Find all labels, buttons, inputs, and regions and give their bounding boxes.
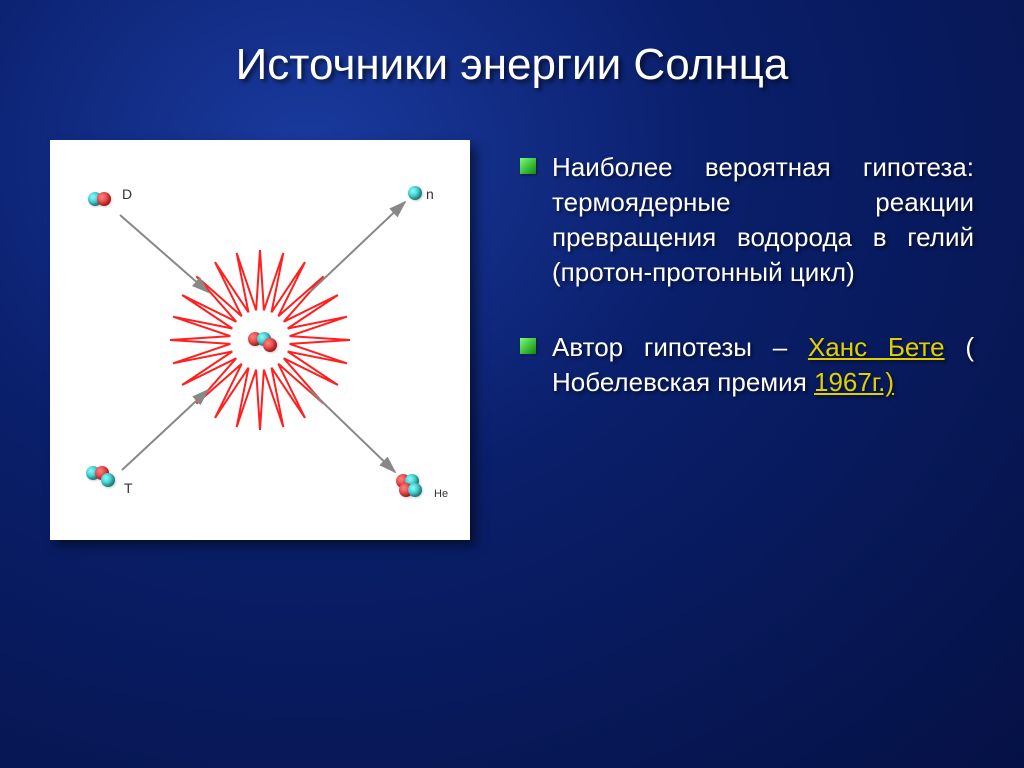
bullet-list: Наиболее вероятная гипотеза: термоядерны…: [520, 140, 974, 441]
bullet-2: Автор гипотезы – Ханс Бете ( Нобелевская…: [520, 330, 974, 400]
bullet-2-prefix: Автор гипотезы –: [552, 332, 808, 362]
bullet-marker-icon: [520, 338, 536, 354]
neutron-particle: [408, 186, 422, 200]
year-link[interactable]: 1967г.): [814, 367, 894, 397]
bullet-1: Наиболее вероятная гипотеза: термоядерны…: [520, 150, 974, 290]
slide-title: Источники энергии Солнца: [50, 40, 974, 90]
n-label: n: [426, 186, 434, 202]
content-row: D T n He Наиболее вероятная гипотеза: те…: [50, 140, 974, 540]
bullet-marker-icon: [520, 158, 536, 174]
author-link[interactable]: Ханс Бете: [808, 332, 945, 362]
bullet-1-text: Наиболее вероятная гипотеза: термоядерны…: [552, 150, 974, 290]
slide: Источники энергии Солнца: [0, 0, 1024, 590]
helium-particle: [396, 474, 422, 497]
he-label: He: [434, 488, 448, 500]
tritium-particle: [86, 466, 115, 487]
d-label: D: [122, 186, 132, 202]
t-label: T: [124, 480, 133, 496]
deuterium-particle: [88, 192, 111, 206]
fusion-diagram: D T n He: [50, 140, 470, 540]
bullet-2-text: Автор гипотезы – Ханс Бете ( Нобелевская…: [552, 330, 974, 400]
center-nucleus: [248, 332, 277, 352]
